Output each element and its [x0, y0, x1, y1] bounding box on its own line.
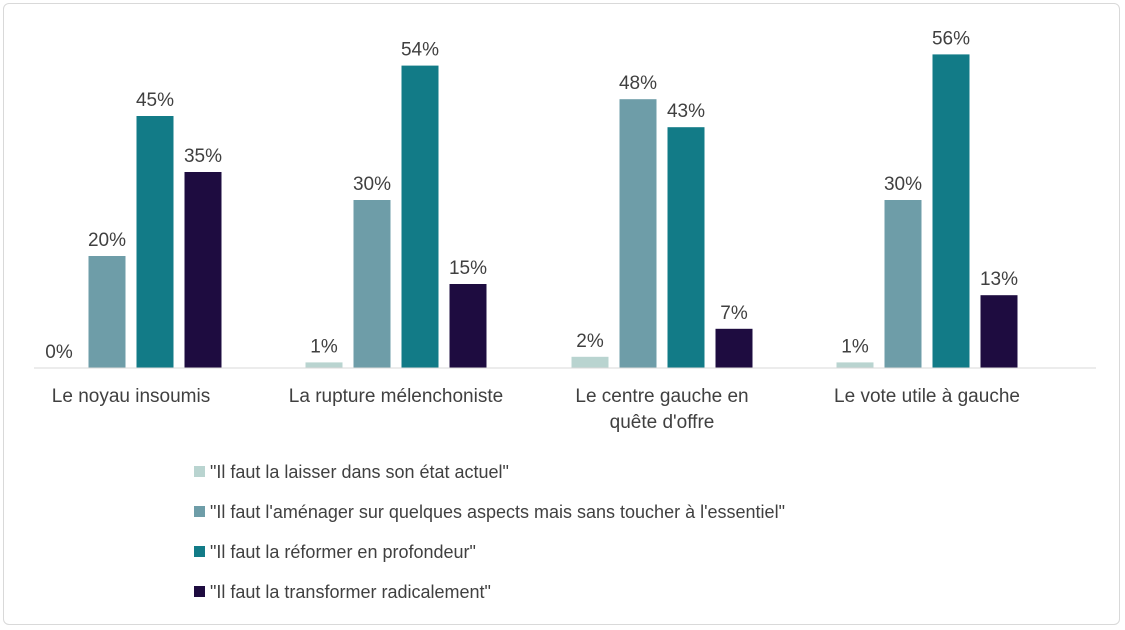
- category-label-4-line-1: Le vote utile à gauche: [834, 386, 1020, 407]
- data-label-s2-c3: 48%: [619, 73, 657, 94]
- data-label-s3-c3: 43%: [667, 101, 705, 122]
- category-label-3-line-2: quête d'offre: [610, 412, 715, 433]
- bar-s1-c4: [836, 362, 874, 368]
- bar-s3-c3: [667, 127, 705, 368]
- bar-s3-c1: [136, 116, 174, 368]
- bar-chart: 0% 20% 45% 35% 1% 30% 54% 15% 2% 48% 43% 7% 1% 30% 56%…: [34, 28, 1096, 602]
- bar-s4-c3: [715, 328, 753, 368]
- bars-layer: [88, 54, 1018, 369]
- category-label-1: Le noyau insoumis: [52, 386, 210, 407]
- data-label-s4-c2: 15%: [449, 258, 487, 279]
- bar-s4-c1: [184, 172, 222, 368]
- category-label-2: La rupture mélenchoniste: [289, 386, 503, 407]
- legend-swatch-2: [194, 506, 205, 517]
- data-label-s3-c4: 56%: [932, 28, 970, 49]
- bar-s4-c2: [449, 284, 487, 368]
- category-labels-layer: Le noyau insoumis La rupture mélenchonist…: [52, 386, 1020, 433]
- data-label-s3-c2: 54%: [401, 40, 439, 61]
- data-labels-layer: 0% 20% 45% 35% 1% 30% 54% 15% 2% 48% 43% 7% 1% 30% 56%…: [45, 28, 1018, 363]
- bar-s2-c3: [619, 99, 657, 368]
- legend-swatch-3: [194, 546, 205, 557]
- category-label-1-line-1: Le noyau insoumis: [52, 386, 210, 407]
- data-label-s4-c3: 7%: [720, 303, 748, 324]
- data-label-s2-c2: 30%: [353, 174, 391, 195]
- category-label-4: Le vote utile à gauche: [834, 386, 1020, 407]
- data-label-s1-c2: 1%: [310, 336, 338, 357]
- legend-label-4: "Il faut la transformer radicalement": [210, 582, 491, 602]
- category-label-2-line-1: La rupture mélenchoniste: [289, 386, 503, 407]
- category-label-3: Le centre gauche en quête d'offre: [575, 386, 748, 433]
- data-label-s4-c4: 13%: [980, 269, 1018, 290]
- legend-item-3: "Il faut la réformer en profondeur": [194, 542, 476, 562]
- bar-s3-c2: [401, 65, 439, 368]
- data-label-s2-c4: 30%: [884, 174, 922, 195]
- bar-s2-c1: [88, 256, 126, 368]
- legend-item-4: "Il faut la transformer radicalement": [194, 582, 491, 602]
- legend-label-1: "Il faut la laisser dans son état actuel…: [210, 462, 509, 482]
- bar-s2-c2: [353, 200, 391, 368]
- legend-item-1: "Il faut la laisser dans son état actuel…: [194, 462, 509, 482]
- legend-swatch-1: [194, 466, 205, 477]
- data-label-s1-c3: 2%: [576, 331, 604, 352]
- legend-swatch-4: [194, 586, 205, 597]
- data-label-s2-c1: 20%: [88, 230, 126, 251]
- legend: "Il faut la laisser dans son état actuel…: [194, 462, 785, 602]
- bar-s4-c4: [980, 295, 1018, 368]
- chart-frame: 0% 20% 45% 35% 1% 30% 54% 15% 2% 48% 43% 7% 1% 30% 56%…: [3, 3, 1120, 625]
- bar-s2-c4: [884, 200, 922, 368]
- legend-item-2: "Il faut l'aménager sur quelques aspects…: [194, 502, 785, 522]
- legend-label-3: "Il faut la réformer en profondeur": [210, 542, 476, 562]
- data-label-s3-c1: 45%: [136, 90, 174, 111]
- legend-label-2: "Il faut l'aménager sur quelques aspects…: [210, 502, 785, 522]
- bar-s1-c2: [305, 362, 343, 368]
- data-label-s4-c1: 35%: [184, 146, 222, 167]
- data-label-s1-c4: 1%: [841, 336, 869, 357]
- data-label-s1-c1: 0%: [45, 342, 73, 363]
- bar-s1-c3: [571, 356, 609, 368]
- category-label-3-line-1: Le centre gauche en: [575, 386, 748, 407]
- bar-s3-c4: [932, 54, 970, 369]
